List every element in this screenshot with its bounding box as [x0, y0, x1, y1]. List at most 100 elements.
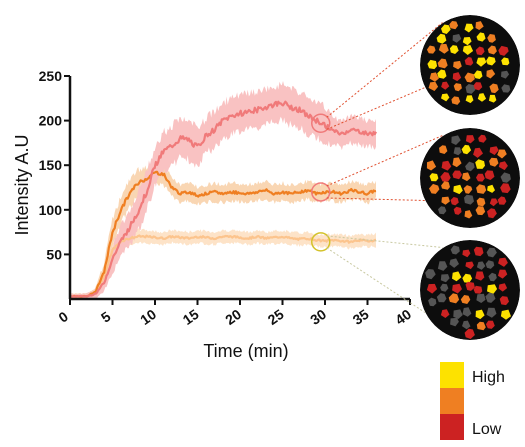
- cell: [428, 81, 439, 91]
- cell: [500, 183, 511, 194]
- cell: [473, 147, 483, 158]
- cell: [429, 72, 439, 82]
- cell: [476, 293, 486, 303]
- cell: [473, 70, 483, 79]
- cell: [462, 320, 471, 330]
- cell: [463, 185, 473, 194]
- cell: [429, 183, 440, 194]
- cell: [441, 160, 452, 171]
- cell: [485, 320, 495, 329]
- y-tick-label: 250: [39, 68, 63, 84]
- cell: [453, 147, 462, 156]
- cell: [450, 245, 460, 255]
- cell: [487, 184, 495, 193]
- cell: [439, 145, 448, 154]
- cell: [425, 269, 436, 280]
- cell-image-2: [420, 240, 520, 340]
- cell: [440, 309, 450, 318]
- cell: [486, 247, 497, 258]
- series-band-0: [70, 81, 376, 299]
- cell: [498, 283, 508, 292]
- cell: [465, 281, 475, 291]
- cell: [452, 34, 462, 43]
- cell: [487, 45, 497, 55]
- cell: [485, 260, 495, 269]
- x-tick-label: 25: [265, 306, 287, 328]
- cell: [440, 274, 450, 283]
- connector-line: [326, 235, 443, 248]
- cell: [476, 261, 486, 270]
- cell: [475, 159, 485, 169]
- cell: [441, 24, 451, 34]
- cell: [453, 309, 463, 319]
- cell: [451, 96, 461, 105]
- y-tick-label: 100: [39, 202, 63, 218]
- cell: [436, 293, 447, 303]
- cell: [498, 45, 509, 56]
- cell: [452, 271, 462, 282]
- x-tick-label: 5: [98, 308, 114, 326]
- cell: [464, 57, 474, 66]
- cell: [487, 284, 498, 294]
- legend-swatch: [440, 388, 464, 414]
- cell: [426, 283, 438, 294]
- y-tick-label: 150: [39, 157, 63, 173]
- legend: High Low: [440, 362, 505, 440]
- cell: [441, 196, 450, 205]
- series-band-1: [70, 159, 376, 299]
- cell: [476, 184, 487, 194]
- cell: [438, 206, 447, 215]
- cell: [453, 206, 462, 215]
- cell: [465, 261, 474, 270]
- cell: [462, 273, 473, 283]
- cell: [464, 23, 474, 33]
- cell: [453, 184, 463, 195]
- cell: [476, 57, 487, 67]
- cell: [488, 94, 497, 103]
- cell: [426, 160, 437, 171]
- cell: [465, 135, 475, 144]
- cell: [486, 69, 496, 79]
- cell: [477, 93, 487, 102]
- cell: [462, 307, 472, 317]
- cell-image-0: [420, 15, 520, 115]
- cell: [441, 81, 450, 90]
- cell: [465, 161, 475, 172]
- series-line-1: [69, 170, 377, 298]
- cell: [473, 246, 484, 257]
- cell: [475, 46, 485, 56]
- series-band-2: [70, 228, 376, 299]
- cell: [499, 296, 509, 306]
- connector-line: [326, 197, 426, 201]
- cell: [501, 84, 511, 93]
- legend-label: High: [472, 369, 505, 386]
- cell: [440, 283, 449, 292]
- cell: [441, 181, 450, 190]
- cell: [429, 173, 439, 182]
- cell: [452, 283, 462, 294]
- x-axis-label: Time (min): [203, 341, 288, 361]
- cell: [437, 69, 447, 79]
- series-lines: [69, 100, 377, 298]
- cell: [464, 210, 473, 219]
- cell: [428, 297, 437, 307]
- cell: [475, 309, 485, 320]
- x-tick-label: 20: [222, 306, 244, 328]
- cell: [436, 33, 447, 44]
- cell: [473, 285, 483, 294]
- cell: [485, 292, 496, 303]
- cell: [476, 32, 486, 42]
- annotation-circle: [311, 113, 331, 134]
- cell: [484, 170, 495, 180]
- cell: [462, 37, 472, 46]
- legend-swatch: [440, 414, 464, 440]
- connector-line: [326, 247, 426, 313]
- cell: [498, 257, 508, 267]
- axes: 50 100 150 200 250 0 5 10 15 20 25 30 35 40: [39, 68, 415, 328]
- cell: [489, 146, 499, 155]
- cell: [460, 295, 471, 304]
- cell: [462, 45, 474, 55]
- cell: [498, 161, 508, 171]
- connector-line: [326, 135, 443, 187]
